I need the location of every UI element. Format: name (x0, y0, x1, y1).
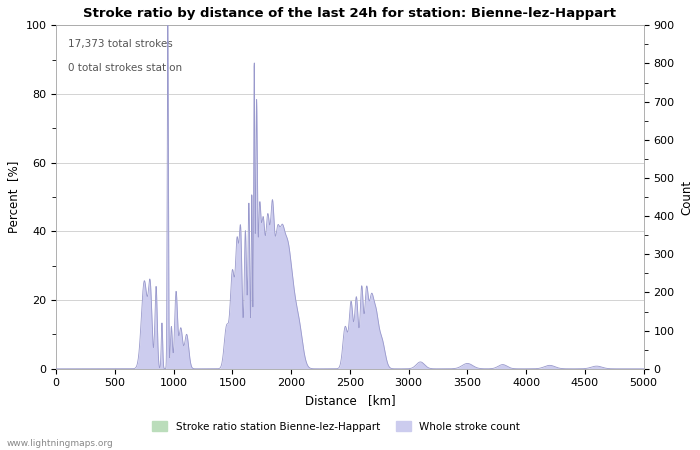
Text: 0 total strokes station: 0 total strokes station (68, 63, 182, 73)
Y-axis label: Count: Count (680, 180, 693, 215)
Legend: Stroke ratio station Bienne-lez-Happart, Whole stroke count: Stroke ratio station Bienne-lez-Happart,… (148, 417, 524, 436)
Y-axis label: Percent  [%]: Percent [%] (7, 161, 20, 233)
X-axis label: Distance   [km]: Distance [km] (304, 394, 395, 407)
Text: www.lightningmaps.org: www.lightningmaps.org (7, 439, 113, 448)
Text: 17,373 total strokes: 17,373 total strokes (68, 39, 173, 49)
Title: Stroke ratio by distance of the last 24h for station: Bienne-lez-Happart: Stroke ratio by distance of the last 24h… (83, 7, 617, 20)
